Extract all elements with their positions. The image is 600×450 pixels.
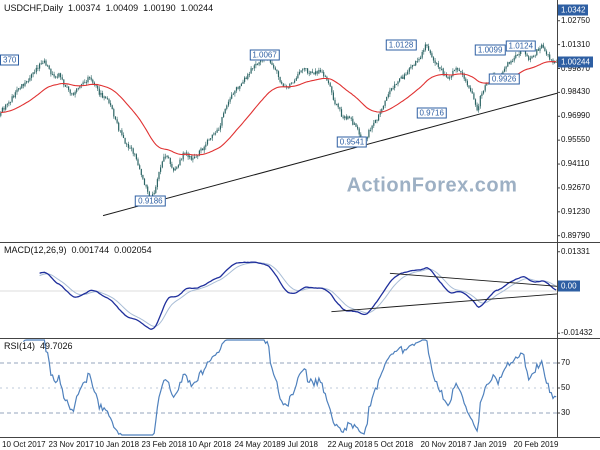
date-axis-label: 9 Jul 2018	[281, 440, 318, 449]
price-axis-label: 0.91230	[561, 206, 590, 216]
price-level-label: 0.9541	[336, 136, 368, 148]
price-level-label: 1.0067	[249, 49, 280, 61]
close-value: 1.00244	[180, 3, 214, 13]
price-axis-label: 0.95550	[561, 135, 590, 145]
price-axis-label: 0.99870	[561, 63, 590, 73]
date-axis-label: 10 Jan 2018	[95, 440, 140, 449]
current-price-box: 1.00244	[558, 56, 593, 68]
price-level-label: 1.0099	[474, 44, 506, 56]
macd-value-box: 0.00	[558, 280, 580, 292]
date-axis-label: 5 Oct 2018	[374, 440, 414, 449]
rsi-axis-label: 30	[561, 408, 570, 417]
macd-line	[39, 261, 557, 330]
symbol-label: USDCHF,Daily	[4, 3, 64, 13]
macd-axis-label: 0.01331	[561, 246, 590, 256]
date-axis-label: 10 Oct 2017	[2, 440, 46, 449]
date-axis-label: 10 Apr 2018	[188, 440, 232, 449]
price-level-label: 1.0128	[385, 39, 417, 51]
rsi-line	[23, 339, 557, 436]
candle-bodies	[0, 44, 557, 199]
support-trendline	[102, 92, 558, 217]
date-axis-label: 22 Aug 2018	[327, 440, 373, 449]
macd-main-value: 0.001744	[71, 245, 110, 255]
macd-signal-value: 0.002054	[114, 245, 152, 255]
macd-label: MACD(12,26,9)	[4, 245, 67, 255]
rsi-title: RSI(14) 49.7026	[4, 341, 73, 351]
price-axis-label: 0.98430	[561, 87, 590, 97]
high-value: 1.00409	[105, 3, 139, 13]
date-axis-label: 23 Nov 2017	[48, 440, 94, 449]
watermark: ActionForex.com	[346, 174, 518, 197]
price-level-label: 1.0124	[505, 40, 537, 52]
low-value: 1.00190	[143, 3, 176, 13]
macd-signal-line	[39, 262, 557, 327]
candle-wicks	[0, 42, 557, 201]
price-level-label: 0.9926	[488, 73, 520, 85]
date-axis-label: 24 May 2018	[234, 440, 281, 449]
rsi-axis-label: 70	[561, 358, 570, 367]
resistance-price-box: 1.0342	[558, 4, 589, 16]
price-level-label: 0.9716	[416, 107, 447, 119]
price-level-label: 370	[0, 54, 20, 66]
macd-axis-label: -0.01432	[561, 328, 593, 338]
date-axis-label: 20 Feb 2019	[513, 440, 559, 449]
price-axis-label: 1.01310	[561, 39, 590, 49]
ma-line	[0, 61, 557, 156]
price-axis-label: 0.89790	[561, 230, 590, 240]
rsi-axis-label: 50	[561, 383, 570, 392]
price-axis-label: 0.92670	[561, 182, 590, 192]
rsi-value: 49.7026	[40, 341, 73, 351]
date-axis-label: 23 Feb 2018	[141, 440, 187, 449]
macd-trendline	[331, 293, 558, 313]
chart-title: USDCHF,Daily 1.00374 1.00409 1.00190 1.00244	[4, 3, 213, 13]
price-level-label: 0.9186	[135, 195, 166, 207]
price-axis-label: 0.96990	[561, 111, 590, 121]
macd-trendline	[389, 272, 558, 287]
macd-title: MACD(12,26,9) 0.001744 0.002054	[4, 245, 152, 255]
open-value: 1.00374	[68, 3, 101, 13]
price-axis-label: 1.02750	[561, 15, 590, 25]
rsi-label: RSI(14)	[4, 341, 36, 351]
date-axis-label: 20 Nov 2018	[420, 440, 466, 449]
date-axis-label: 7 Jan 2019	[467, 440, 507, 449]
price-axis-label: 0.94110	[561, 159, 590, 169]
